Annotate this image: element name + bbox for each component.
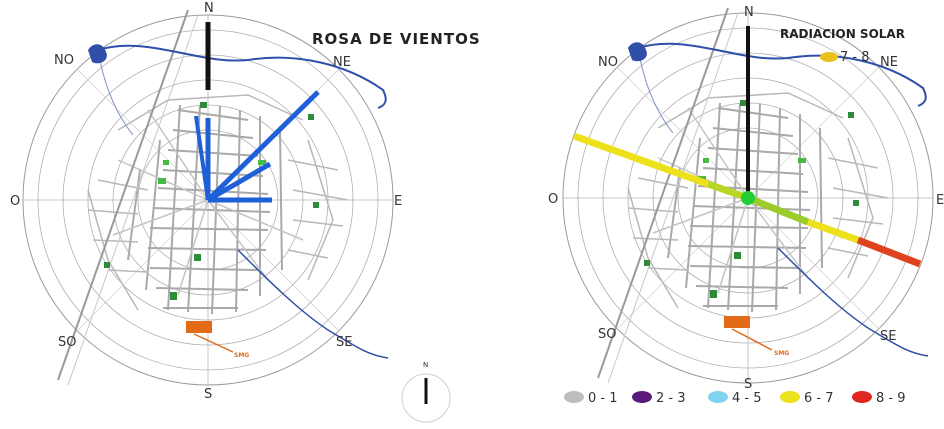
sun-path-yellow-west bbox=[572, 132, 710, 188]
legend-label-1: 2 - 3 bbox=[656, 391, 686, 406]
label-ne: NE bbox=[880, 55, 898, 70]
lake bbox=[628, 42, 647, 62]
legend-label-3: 6 - 7 bbox=[804, 391, 834, 406]
highlight-tag: SMG bbox=[234, 352, 249, 359]
label-s: S bbox=[744, 377, 752, 392]
highlight-block bbox=[724, 316, 750, 328]
wind-ray-ne bbox=[206, 90, 320, 202]
label-se: SE bbox=[880, 329, 896, 344]
label-s: S bbox=[204, 387, 212, 402]
sun-path-yellow-east bbox=[806, 218, 860, 244]
center-marker bbox=[741, 191, 755, 205]
label-n: N bbox=[744, 5, 754, 20]
label-o: O bbox=[548, 192, 558, 207]
highlight-block bbox=[186, 321, 212, 333]
legend-swatch-1 bbox=[632, 391, 652, 403]
header-legend-swatch bbox=[820, 52, 838, 62]
wind-rose-map: SMG N NE E SE S SO O NO bbox=[10, 1, 402, 402]
label-e: E bbox=[394, 194, 402, 209]
label-ne: NE bbox=[333, 55, 351, 70]
wind-rays bbox=[194, 90, 320, 203]
river bbox=[637, 42, 929, 357]
legend-swatch-0 bbox=[564, 391, 584, 403]
label-o: O bbox=[10, 194, 20, 209]
legend-swatch-3 bbox=[780, 391, 800, 403]
header-legend-label: 7 - 8 bbox=[840, 50, 870, 65]
compass: N bbox=[401, 361, 451, 423]
label-e: E bbox=[936, 193, 944, 208]
legend-label-0: 0 - 1 bbox=[588, 391, 618, 406]
radiation-legend: 0 - 1 2 - 3 4 - 5 6 - 7 8 - 9 bbox=[564, 391, 906, 406]
sun-path bbox=[572, 132, 922, 268]
compass-label: N bbox=[423, 361, 428, 369]
sun-path-yellowgreen bbox=[706, 180, 750, 202]
header-legend: 7 - 8 bbox=[820, 50, 870, 65]
wind-ray-nnw bbox=[194, 115, 210, 201]
highlight-pointer bbox=[731, 328, 773, 351]
label-no: NO bbox=[54, 53, 74, 68]
sun-path-red bbox=[856, 236, 922, 268]
sun-path-green bbox=[746, 194, 810, 226]
legend-label-4: 8 - 9 bbox=[876, 391, 906, 406]
legend-label-2: 4 - 5 bbox=[732, 391, 762, 406]
label-se: SE bbox=[336, 335, 352, 350]
label-so: SO bbox=[58, 335, 76, 350]
highlight-pointer bbox=[193, 333, 234, 353]
label-so: SO bbox=[598, 327, 616, 342]
label-n: N bbox=[204, 1, 214, 16]
solar-radiation-map: SMG N NE E SE S SO O NO bbox=[548, 5, 944, 392]
wind-map-title: ROSA DE VIENTOS bbox=[312, 30, 481, 48]
highlight-tag: SMG bbox=[774, 350, 789, 357]
wind-ray-ene bbox=[206, 161, 272, 203]
label-no: NO bbox=[598, 55, 618, 70]
solar-map-title: RADIACION SOLAR bbox=[780, 27, 905, 41]
lake bbox=[88, 44, 107, 64]
legend-swatch-2 bbox=[708, 391, 728, 403]
legend-swatch-4 bbox=[852, 391, 872, 403]
